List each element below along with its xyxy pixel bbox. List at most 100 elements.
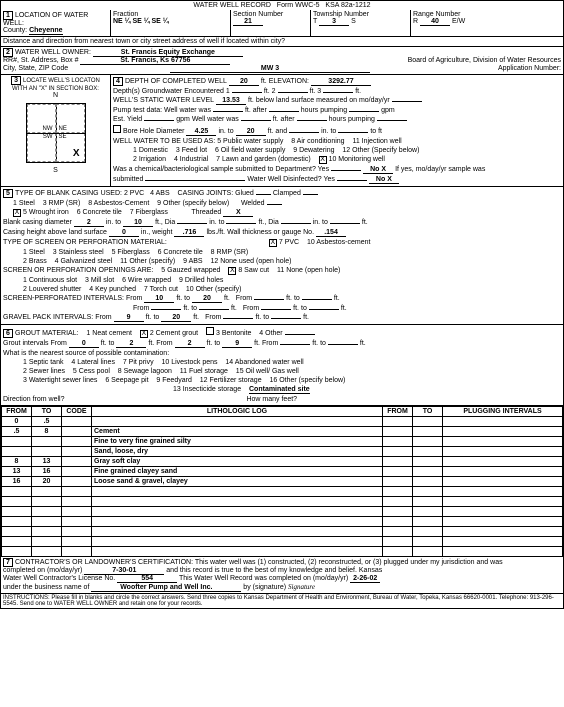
- table-cell: [413, 447, 443, 457]
- after2: ft. after: [273, 116, 295, 123]
- saw-box: [228, 267, 236, 275]
- diam-label: Blank casing diameter: [3, 219, 72, 226]
- st-11: 12 None used (open hole): [210, 258, 291, 265]
- so-9: 7 Torch cut: [144, 286, 178, 293]
- cs-9: 15 Oil well/ Gas well: [236, 368, 299, 375]
- table-cell: [413, 427, 443, 437]
- gt-3: 4 Other: [259, 330, 282, 337]
- table-cell: [413, 437, 443, 447]
- table-cell: 20: [32, 477, 62, 487]
- table-cell: [62, 427, 92, 437]
- st-0: 1 Steel: [23, 249, 45, 256]
- table-cell: Fine grained clayey sand: [92, 467, 383, 477]
- well-water: Well water was: [164, 107, 211, 114]
- gt-2: 3 Bentonite: [216, 330, 251, 337]
- table-cell: [32, 507, 62, 517]
- table-cell: [443, 487, 563, 497]
- table-row: [2, 507, 563, 517]
- depth: 20: [229, 78, 259, 86]
- cert-label: CONTRACTOR'S OR LANDOWNER'S CERTIFICATIO…: [15, 559, 503, 566]
- to2: to: [294, 295, 300, 302]
- so-5: 2 Louvered shutter: [23, 286, 81, 293]
- cs-2: 7 Pit privy: [123, 359, 154, 366]
- weight-label: in., weight: [141, 229, 173, 236]
- ft-dia: ft., Dia: [155, 219, 175, 226]
- contam-site: Contaminated site: [249, 386, 310, 394]
- use-5: 6 Oil field water supply: [215, 147, 285, 154]
- box-3: 3: [11, 76, 21, 85]
- table-cell: Cement: [92, 427, 383, 437]
- mw: MW 3: [170, 65, 370, 73]
- ft: ft.: [176, 295, 182, 302]
- ct-4: 2 PVC: [124, 190, 144, 197]
- submitted: submitted: [113, 176, 143, 183]
- table-cell: 16: [32, 467, 62, 477]
- x-mark: X: [73, 148, 80, 159]
- to6: to: [263, 314, 269, 321]
- ct-0: 1 Steel: [13, 200, 35, 207]
- th-4: FROM: [383, 407, 413, 417]
- table-cell: .5: [2, 427, 32, 437]
- ksa: KSA 82a-1212: [325, 2, 370, 9]
- table-cell: Loose sand & gravel, clayey: [92, 477, 383, 487]
- r: R: [413, 18, 418, 25]
- distance-row: Distance and direction from nearest town…: [1, 37, 563, 47]
- ft8: ft.: [341, 305, 347, 312]
- contam-label: What is the nearest source of possible c…: [3, 350, 169, 357]
- elev-label: ELEVATION:: [269, 78, 309, 85]
- screen-label: TYPE OF SCREEN OR PERFORATION MATERIAL:: [3, 239, 167, 246]
- from3: From: [133, 305, 149, 312]
- table-cell: [383, 417, 413, 427]
- table-cell: [62, 467, 92, 477]
- in-to2: in. to: [321, 128, 336, 135]
- table-cell: [62, 537, 92, 547]
- so-2: 5 Gauzed wrapped: [161, 267, 220, 274]
- th-1: TO: [32, 407, 62, 417]
- ct-8: 9 Other (specify below): [157, 200, 229, 207]
- table-cell: [92, 487, 383, 497]
- se: SE: [59, 134, 67, 140]
- th-5: TO: [413, 407, 443, 417]
- city-label: City, State, ZIP Code: [3, 65, 68, 72]
- table-cell: [2, 487, 32, 497]
- table-cell: [32, 517, 62, 527]
- diam: 2: [74, 219, 104, 227]
- table-cell: [92, 517, 383, 527]
- to1: 2: [116, 340, 146, 348]
- use-6: 9 Dewatering: [293, 147, 334, 154]
- table-cell: [443, 537, 563, 547]
- table-row: [2, 527, 563, 537]
- section-grid: NW NE SW SEX: [26, 103, 86, 163]
- th-0: FROM: [2, 407, 32, 417]
- from5: From: [95, 314, 111, 321]
- table-cell: [383, 447, 413, 457]
- table-cell: [32, 547, 62, 557]
- table-row: Fine to very fine grained silty: [2, 437, 563, 447]
- disinfected: Water Well Disinfected? Yes: [247, 176, 335, 183]
- weight: .716: [174, 229, 204, 237]
- cs-3: 10 Livestock pens: [161, 359, 217, 366]
- table-row: 813Gray soft clay: [2, 457, 563, 467]
- table-cell: [413, 467, 443, 477]
- table-cell: [443, 497, 563, 507]
- ft-dia2: ft., Dia: [258, 219, 278, 226]
- recorded-label: This Water Well Record was completed on …: [179, 575, 348, 582]
- license: 554: [117, 575, 177, 583]
- gpm2: gpm: [176, 116, 190, 123]
- casing-label: TYPE OF BLANK CASING USED:: [15, 190, 122, 197]
- table-row: Sand, loose, dry: [2, 447, 563, 457]
- addr-label: RR#, St. Address, Box #: [3, 57, 78, 64]
- from2: From: [236, 295, 252, 302]
- ft6: ft.: [231, 305, 237, 312]
- table-cell: Sand, loose, dry: [92, 447, 383, 457]
- table-cell: [443, 427, 563, 437]
- ft12: ft.: [303, 314, 309, 321]
- table-cell: [2, 527, 32, 537]
- box-5: 5: [3, 189, 13, 198]
- from4: From: [243, 305, 259, 312]
- section-label: Section Number: [233, 11, 283, 18]
- nw: NW: [43, 126, 53, 132]
- table-cell: [2, 547, 32, 557]
- e-box: [113, 125, 121, 133]
- st-10: 9 ABS: [183, 258, 202, 265]
